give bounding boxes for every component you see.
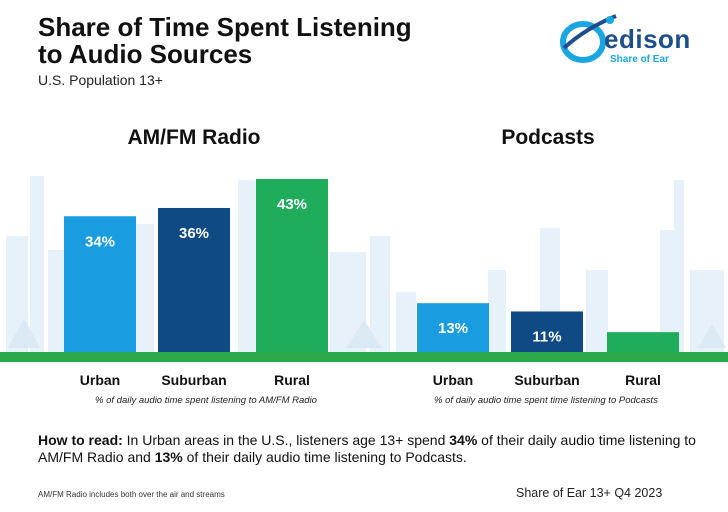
howto-lead: How to read:	[38, 432, 123, 448]
source-note: Share of Ear 13+ Q4 2023	[516, 486, 663, 500]
page-title: Share of Time Spent Listening to Audio S…	[38, 14, 508, 68]
x-axis-label: % of daily audio time spent time listeni…	[434, 395, 658, 406]
title-line-1: Share of Time Spent Listening	[38, 12, 412, 42]
bar-urban	[64, 216, 136, 357]
category-label: Urban	[433, 372, 473, 388]
how-to-read: How to read: In Urban areas in the U.S.,…	[38, 432, 708, 466]
bar-value-label: 13%	[438, 320, 468, 337]
category-label: Rural	[274, 372, 310, 388]
skyline-background	[6, 176, 726, 360]
title-line-2: to Audio Sources	[38, 39, 253, 69]
footnote: AM/FM Radio includes both over the air a…	[38, 490, 225, 499]
bar-value-label: 36%	[179, 225, 209, 242]
bar-urban	[417, 303, 489, 357]
page-subtitle: U.S. Population 13+	[38, 72, 163, 88]
howto-bold-2: 13%	[154, 449, 183, 465]
logo-tagline: Share of Ear	[610, 54, 669, 65]
bar-value-label: 34%	[85, 233, 115, 250]
howto-text-1: In Urban areas in the U.S., listeners ag…	[122, 432, 450, 448]
bar-rural	[256, 179, 328, 357]
category-label: Suburban	[514, 372, 579, 388]
category-label: Suburban	[161, 372, 226, 388]
edison-swirl-icon	[560, 14, 617, 63]
chart-area: AM/FM Radio 34% Urban 36% Suburban 43% Rural % …	[0, 126, 728, 406]
howto-bold-1: 34%	[449, 432, 478, 448]
chart-title: Podcasts	[501, 126, 594, 149]
chart-title: AM/FM Radio	[128, 126, 261, 149]
category-label: Rural	[625, 372, 661, 388]
bar-suburban	[158, 207, 230, 357]
x-axis-label: % of daily audio time spent listening to…	[95, 395, 317, 406]
howto-text-2: of their daily audio time listening to A…	[38, 432, 696, 465]
logo-wordmark: edison	[604, 24, 691, 54]
bar-value-label: 43%	[277, 196, 307, 213]
grass-strip	[0, 352, 728, 362]
category-label: Urban	[80, 372, 120, 388]
bar-value-label: 11%	[532, 328, 561, 345]
howto-text-3: of their daily audio time listening to P…	[182, 449, 467, 465]
bar-suburban	[511, 311, 583, 357]
